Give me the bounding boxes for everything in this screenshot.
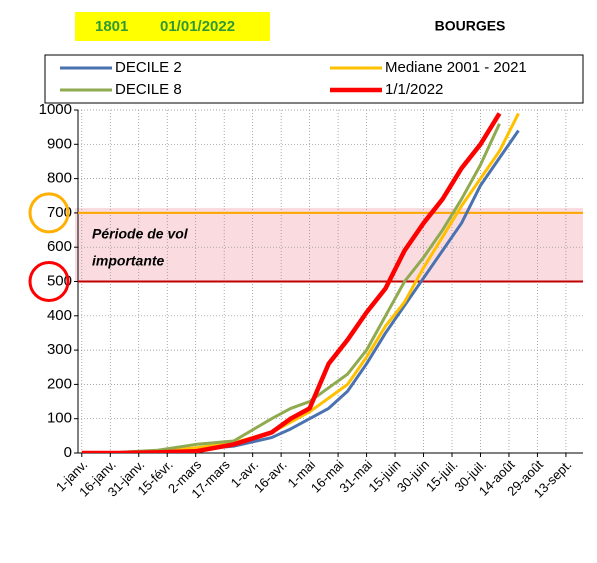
- period-band: [75, 207, 583, 282]
- y-tick-label: 1000: [39, 101, 72, 118]
- header-code: 1801: [95, 18, 128, 35]
- series-line: [81, 112, 502, 453]
- header-box: [75, 12, 270, 41]
- y-tick-label: 600: [47, 238, 72, 255]
- y-tick-label: 800: [47, 170, 72, 187]
- y-tick-label: 400: [47, 307, 72, 324]
- highlight-circle: [28, 192, 70, 234]
- series-line: [81, 112, 520, 453]
- legend-label: 1/1/2022: [385, 81, 443, 98]
- y-tick-label: 200: [47, 375, 72, 392]
- y-tick-label: 100: [47, 410, 72, 427]
- y-tick-label: 900: [47, 135, 72, 152]
- series-line: [81, 123, 501, 453]
- y-tick-label: 0: [64, 444, 72, 461]
- highlight-circle: [28, 261, 70, 302]
- legend-box: [44, 54, 584, 104]
- annotation: importante: [92, 253, 165, 269]
- chart-title: BOURGES: [435, 18, 506, 34]
- annotation: Période de vol: [92, 226, 189, 242]
- y-tick-label: 700: [47, 204, 72, 221]
- legend-label: DECILE 2: [115, 59, 182, 76]
- legend-label: DECILE 8: [115, 81, 182, 98]
- x-tick-label: 16-avr.: [251, 457, 290, 496]
- header-date: 01/01/2022: [160, 18, 235, 35]
- x-tick-label: 30-juin: [394, 457, 432, 495]
- y-tick-label: 500: [47, 272, 72, 289]
- legend-label: Mediane 2001 - 2021: [385, 59, 527, 76]
- y-tick-label: 300: [47, 341, 72, 358]
